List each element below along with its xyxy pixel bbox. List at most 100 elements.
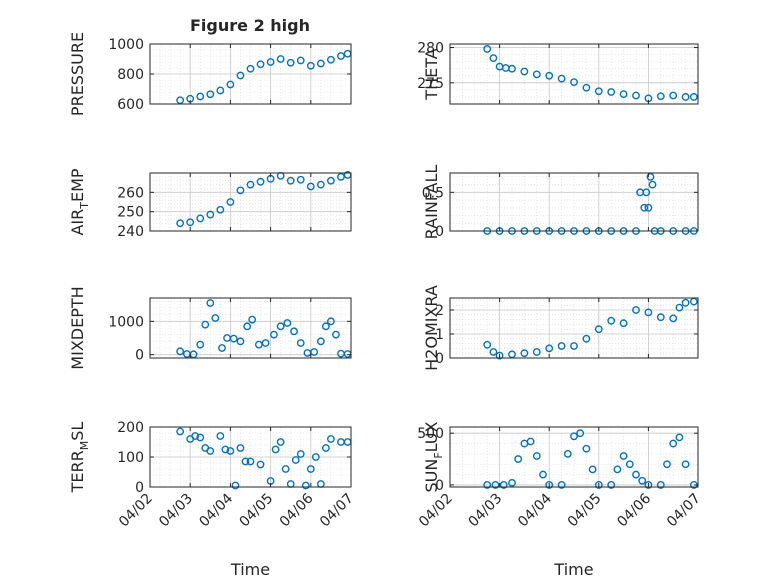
- data-point: [545, 344, 554, 353]
- x-tick-label: 04/04: [515, 490, 555, 530]
- data-point: [176, 96, 185, 105]
- data-point: [216, 432, 225, 440]
- subplot: 0 100 200 04/02 04/03 04/04 04/05 04/06 04/07 Tim…: [68, 420, 357, 579]
- data-point: [594, 87, 603, 96]
- data-point: [306, 182, 315, 191]
- data-point: [619, 319, 628, 328]
- x-tick-label: 04/02: [116, 491, 156, 531]
- y-axis-label: THETA: [422, 48, 441, 100]
- data-point: [557, 342, 566, 350]
- data-point: [261, 339, 270, 347]
- data-point: [642, 188, 651, 197]
- data-point: [539, 470, 547, 479]
- data-point: [491, 481, 500, 489]
- data-point: [256, 60, 265, 69]
- data-point: [246, 64, 255, 73]
- x-tick-label: 04/05: [565, 491, 605, 531]
- data-point: [296, 175, 305, 184]
- data-point: [229, 334, 238, 343]
- data-point: [582, 83, 591, 92]
- x-tick-label: 04/05: [237, 491, 277, 531]
- data-point: [689, 93, 698, 101]
- data-point: [483, 481, 492, 489]
- data-point: [196, 433, 205, 442]
- data-point: [563, 449, 572, 458]
- data-point: [570, 78, 578, 87]
- y-axis-label: H2OMIXRA: [422, 285, 441, 371]
- data-point: [276, 438, 285, 446]
- data-point: [326, 317, 335, 326]
- subplot: 0 1000 MIXDEPTH: [68, 286, 352, 370]
- data-point: [646, 172, 655, 181]
- y-tick-label: 0: [435, 224, 444, 240]
- y-tick-label: 0: [435, 351, 444, 367]
- data-point: [532, 348, 541, 356]
- y-tick-label: 600: [117, 97, 144, 113]
- data-point: [326, 176, 335, 185]
- data-point: [311, 453, 320, 461]
- data-point: [310, 348, 319, 356]
- data-point: [226, 80, 235, 89]
- data-point: [176, 347, 185, 356]
- data-point: [286, 176, 295, 185]
- data-point: [545, 481, 554, 489]
- data-point: [201, 320, 210, 329]
- y-tick-label: 500: [417, 426, 444, 442]
- data-point: [266, 58, 275, 66]
- x-tick-label: 04/04: [196, 490, 236, 530]
- data-point: [613, 465, 622, 474]
- data-point: [619, 90, 628, 99]
- y-axis-label: AIRTEMP: [68, 168, 91, 235]
- x-tick-label: 04/06: [614, 490, 654, 530]
- data-point: [191, 432, 200, 440]
- data-point: [532, 452, 541, 460]
- data-point: [545, 71, 554, 80]
- data-point: [176, 427, 185, 436]
- axes-box: [149, 297, 352, 359]
- data-point: [570, 342, 578, 350]
- x-tick-label: 04/03: [156, 491, 196, 531]
- axes-box: [449, 172, 699, 232]
- data-point: [196, 92, 205, 101]
- data-point: [681, 93, 690, 101]
- data-point: [296, 339, 305, 347]
- y-tick-label: 0.5: [422, 185, 444, 201]
- data-point: [489, 54, 498, 63]
- y-tick-label: 100: [117, 450, 144, 466]
- data-point: [236, 71, 245, 80]
- x-tick-label: 04/07: [664, 491, 704, 531]
- data-point: [326, 55, 335, 64]
- data-point: [296, 450, 305, 458]
- data-point: [576, 429, 585, 438]
- data-point: [495, 351, 504, 360]
- data-point: [681, 298, 690, 307]
- data-point: [243, 322, 252, 331]
- data-point: [218, 344, 226, 352]
- y-tick-label: 0: [135, 480, 144, 496]
- data-point: [582, 334, 591, 343]
- x-axis-label: Time: [230, 560, 270, 579]
- data-point: [499, 481, 508, 489]
- data-point: [196, 340, 205, 349]
- data-point: [337, 52, 345, 60]
- data-point: [656, 481, 665, 489]
- data-point: [675, 303, 684, 312]
- axes-box: [449, 426, 699, 488]
- y-tick-label: 260: [117, 185, 144, 201]
- data-point: [508, 64, 516, 73]
- data-point: [316, 337, 325, 346]
- data-point: [316, 59, 325, 68]
- data-point: [271, 445, 280, 454]
- data-point: [588, 465, 597, 474]
- y-axis-label: SUNFLUX: [422, 421, 445, 492]
- data-point: [514, 455, 523, 463]
- data-point: [226, 447, 235, 455]
- data-point: [216, 205, 225, 214]
- data-point: [675, 433, 684, 442]
- data-point: [669, 91, 678, 100]
- data-point: [256, 177, 265, 186]
- data-point: [337, 172, 345, 181]
- y-tick-label: 0: [435, 478, 444, 494]
